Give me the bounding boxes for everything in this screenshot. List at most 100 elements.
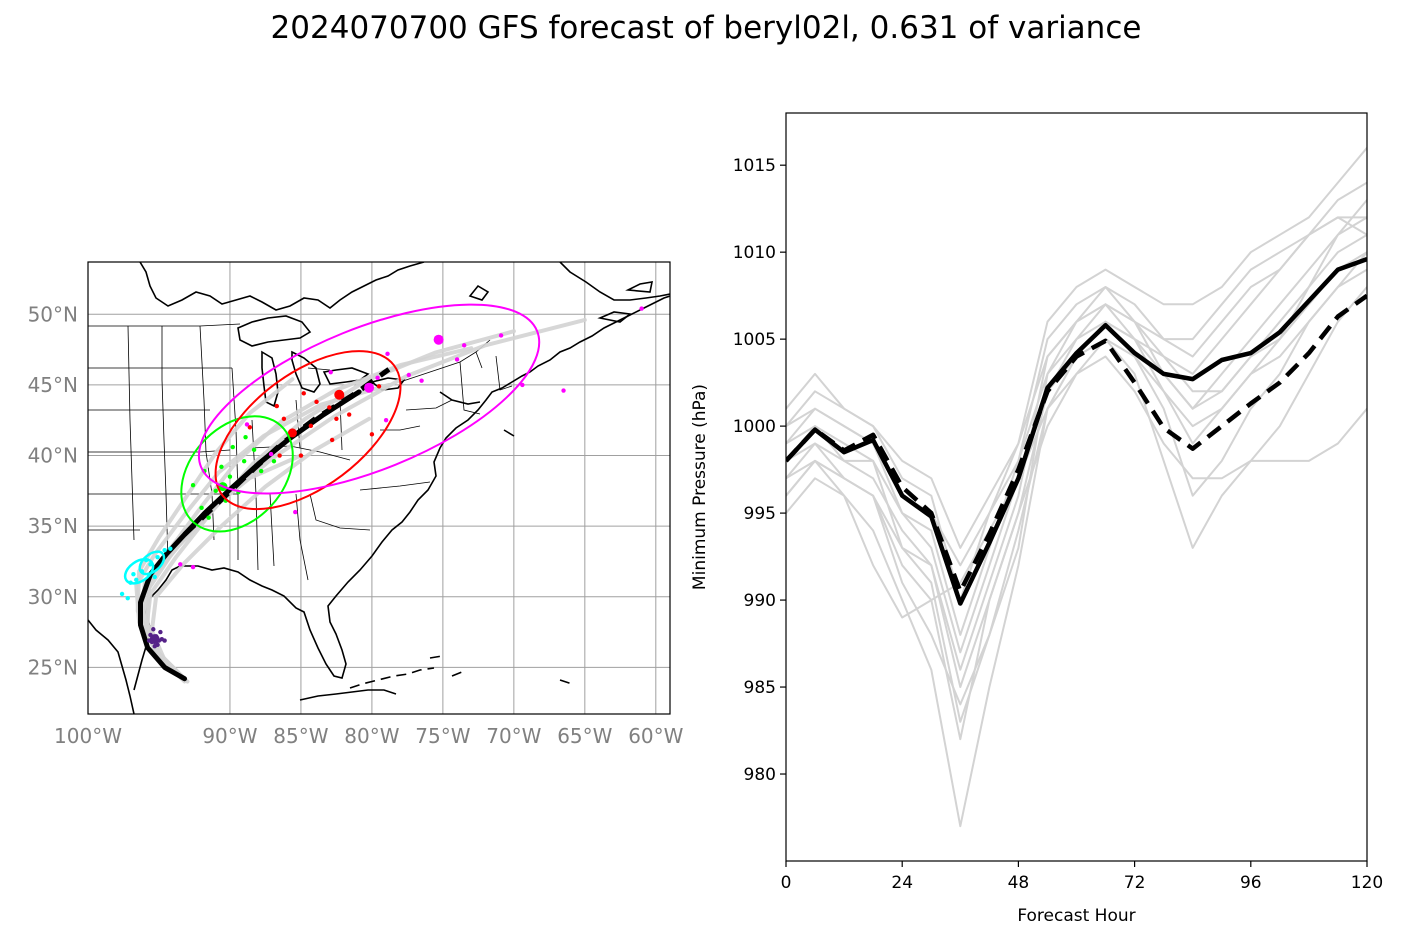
- ensemble-pressure-line: [786, 181, 1367, 636]
- track-point-hour-48: [298, 453, 304, 458]
- y-tick-label: 980: [744, 765, 776, 785]
- uncertainty-ellipse-12h: [123, 558, 155, 585]
- track-point-hour-72: [328, 369, 333, 375]
- track-point-hour-12: [155, 555, 160, 560]
- track-point-hour-12: [168, 546, 173, 551]
- track-point-hour-72: [244, 422, 250, 427]
- coastline-caribbean: [349, 655, 573, 689]
- track-point-hour-48: [308, 423, 314, 429]
- track-point-hour-12: [134, 577, 139, 583]
- track-point-hour-24: [230, 444, 235, 450]
- pressure-series-layer: [786, 147, 1367, 828]
- track-point-hour-72: [406, 372, 412, 378]
- track-point-hour-12: [131, 571, 136, 577]
- map-x-tick-label: 75°W: [415, 724, 470, 748]
- centroid-48h: [334, 389, 345, 400]
- x-tick-label: 48: [1008, 873, 1030, 893]
- centroid-0h: [149, 634, 160, 645]
- centroid-72h: [364, 382, 375, 393]
- y-tick-label: 990: [744, 591, 776, 611]
- map-x-tick-label: 70°W: [486, 724, 541, 748]
- y-axis-label: Minimum Pressure (hPa): [690, 384, 710, 590]
- y-tick-label: 1010: [733, 243, 776, 263]
- track-point-hour-72: [639, 306, 644, 311]
- map-y-tick-label: 35°N: [28, 514, 78, 538]
- track-point-hour-72: [385, 351, 390, 357]
- map-frame: [87, 261, 671, 715]
- track-point-hour-0: [162, 638, 167, 643]
- map-y-tick-label: 50°N: [28, 302, 78, 326]
- track-point-hour-12: [152, 574, 157, 580]
- track-point-hour-48: [281, 416, 287, 421]
- map-y-tick-label: 45°N: [28, 373, 78, 397]
- map-panel: 100°W 90°W 85°W 80°W 75°W 70°W 65°W 60°W 25°N 30°…: [28, 261, 684, 748]
- track-point-hour-48: [329, 437, 335, 443]
- track-point-hour-72: [190, 564, 196, 570]
- x-tick-label: 96: [1240, 873, 1262, 893]
- coastline-gulf-atlantic: [88, 295, 670, 714]
- track-point-hour-48: [327, 405, 332, 410]
- map-y-tick-label: 30°N: [28, 585, 78, 609]
- track-point-hour-72: [383, 418, 389, 423]
- track-point-hour-48: [369, 432, 375, 437]
- pressure-plot-area: [786, 113, 1367, 861]
- track-point-hour-72: [375, 375, 380, 381]
- mean-pressure-solid: [786, 256, 1367, 606]
- map-x-tick-label: 80°W: [344, 724, 399, 748]
- track-point-hour-48: [346, 412, 352, 417]
- coastline-great-lakes: [237, 315, 406, 408]
- coastline-yucatan-cuba: [299, 689, 397, 701]
- track-point-hour-12: [162, 547, 167, 553]
- uncertainty-ellipse-72h: [197, 303, 541, 495]
- x-tick-label: 0: [781, 873, 792, 893]
- track-point-hour-72: [454, 357, 460, 362]
- track-point-hour-12: [125, 595, 130, 601]
- ensemble-pressure-line: [786, 233, 1367, 654]
- figure-title: 2024070700 GFS forecast of beryl02l, 0.6…: [270, 10, 1142, 46]
- track-point-hour-24: [213, 488, 218, 494]
- map-x-tick-label: 60°W: [628, 724, 683, 748]
- map-track-layer: [119, 303, 644, 684]
- ensemble-track: [149, 416, 372, 683]
- track-point-hour-72: [520, 382, 525, 388]
- track-point-hour-0: [158, 629, 163, 635]
- map-y-tick-label: 40°N: [28, 444, 78, 468]
- track-point-hour-72: [461, 343, 467, 348]
- map-tick-labels: 100°W 90°W 85°W 80°W 75°W 70°W 65°W 60°W 25°N 30°…: [28, 302, 684, 748]
- track-point-hour-24: [243, 434, 248, 440]
- track-point-hour-72: [419, 378, 424, 383]
- track-point-hour-72: [293, 509, 298, 515]
- coastline-canada: [139, 262, 670, 437]
- track-point-hour-24: [227, 474, 233, 479]
- y-tick-label: 995: [744, 504, 776, 524]
- track-point-hour-24: [190, 482, 196, 488]
- map-x-tick-label: 100°W: [54, 724, 122, 748]
- map-x-tick-label: 90°W: [202, 724, 257, 748]
- track-point-hour-12: [119, 591, 125, 597]
- uncertainty-ellipse-12h: [138, 550, 166, 576]
- y-tick-label: 1005: [733, 330, 776, 350]
- track-point-hour-72: [178, 562, 183, 567]
- map-x-tick-label: 65°W: [557, 724, 612, 748]
- pressure-ticks: 0 24 48 72 96 120 980 985 990 995 1000 1005 1010 1015: [733, 156, 1383, 893]
- track-point-hour-48: [376, 384, 382, 389]
- x-axis-label: Forecast Hour: [1017, 906, 1135, 926]
- track-point-hour-72: [268, 451, 274, 457]
- x-tick-label: 120: [1351, 873, 1383, 893]
- track-point-hour-24: [251, 447, 257, 453]
- y-tick-label: 1000: [733, 417, 776, 437]
- track-point-hour-48: [274, 403, 279, 409]
- uncertainty-ellipse-48h: [214, 350, 402, 511]
- track-point-hour-0: [151, 627, 156, 632]
- track-point-hour-48: [334, 416, 339, 421]
- ensemble-pressure-line: [786, 355, 1367, 723]
- track-point-hour-72: [498, 333, 504, 338]
- track-point-hour-24: [199, 505, 204, 510]
- pressure-frame: [785, 112, 1368, 862]
- track-point-hour-24: [258, 468, 264, 474]
- pressure-panel: 0 24 48 72 96 120 980 985 990 995 1000 1005 1010 1015…: [690, 112, 1383, 926]
- track-point-hour-48: [314, 399, 319, 405]
- map-coastlines: [88, 262, 670, 714]
- ensemble-pressure-line: [786, 216, 1367, 549]
